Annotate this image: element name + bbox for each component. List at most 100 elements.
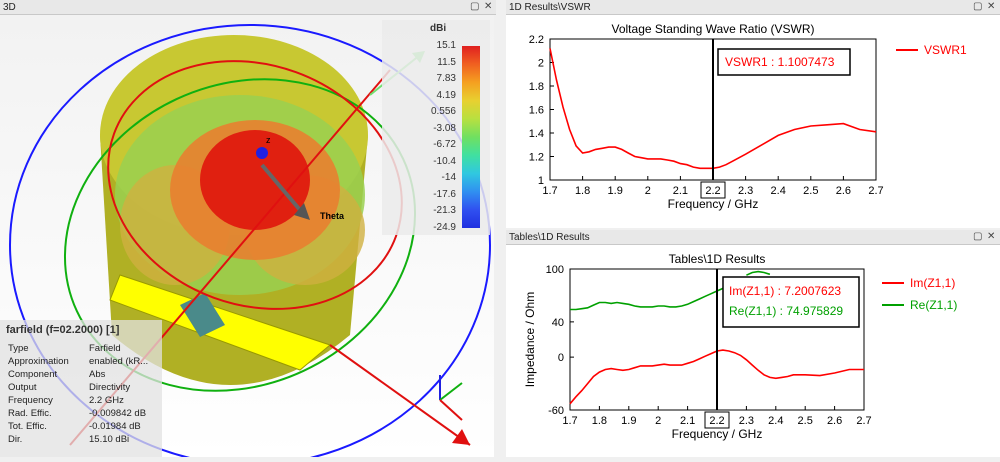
info-value: -0.009842 dB [89, 408, 147, 419]
tables-maximize-icon[interactable]: ▢ [973, 231, 983, 242]
x-tick-label: 1.8 [575, 185, 590, 197]
info-label: Dir. [8, 434, 23, 445]
x-tick-label: 2.6 [827, 415, 842, 427]
info-label: Output [8, 382, 37, 393]
chart-title: Voltage Standing Wave Ratio (VSWR) [612, 22, 815, 36]
marker-x-box [704, 411, 730, 429]
info-value: 2.2 GHz [89, 395, 124, 406]
y-tick-label: -60 [548, 405, 564, 417]
y-tick-label: 1.2 [529, 152, 544, 164]
legend-tick-label: 15.1 [436, 40, 456, 51]
maximize-icon[interactable]: ▢ [470, 1, 480, 12]
y-axis-label: Impedance / Ohm [523, 292, 537, 387]
chart-title: Tables\1D Results [669, 252, 766, 266]
triad-x [439, 399, 463, 421]
marker-readout-box [722, 276, 860, 328]
marker-readout-1: Re(Z1,1) : 74.975829 [729, 304, 843, 318]
legend-tick-label: -3.08 [433, 122, 456, 134]
x-tick-label: 2.2 [705, 185, 720, 197]
panel-3d-title: 3D [3, 2, 16, 13]
info-value: Abs [89, 369, 106, 380]
farfield-info-box: farfield (f=02.2000) [1] Type Farfield App… [0, 320, 162, 457]
x-tick-label: 2.4 [768, 415, 783, 427]
vswr-chart-svg: Voltage Standing Wave Ratio (VSWR) 1.7 1.8… [529, 22, 967, 211]
vswr-close-icon[interactable]: ✕ [987, 1, 996, 12]
y-tick-label: 1.8 [529, 81, 544, 93]
x-tick-label: 2 [645, 185, 651, 197]
legend-tick-label: 7.83 [436, 73, 456, 84]
info-label: Component [8, 369, 58, 380]
triad-y [439, 382, 463, 401]
x-tick-label: 2.4 [771, 185, 786, 197]
x-axis-line [329, 344, 471, 446]
x-axis-label: Frequency / GHz [668, 197, 759, 211]
y-tick-label: 0 [558, 352, 564, 364]
x-tick-label: 2.1 [680, 415, 695, 427]
x-tick-label: 1.7 [562, 415, 577, 427]
x-tick-label: 2.3 [738, 185, 753, 197]
panel-vswr-titlebar: 1D Results\VSWR [506, 0, 1000, 15]
marker-readout-box [717, 48, 851, 76]
x-tick-label: 2.6 [836, 185, 851, 197]
x-tick-label: 2.7 [868, 185, 883, 197]
impedance-chart[interactable]: Tables\1D Results 1.7 1.8 1.9 2 2.1 2.2 2.3 2.4 2… [506, 245, 1000, 457]
legend-unit: dBi [430, 23, 447, 34]
farfield-3d-viewport[interactable]: z Theta dBi 15.1 11.5 7.83 4.19 0.556 -3.08 -6… [0, 15, 494, 457]
legend-tick-label: 4.19 [436, 89, 456, 101]
pattern-lobe-main [200, 130, 310, 230]
color-scale-legend: dBi 15.1 11.5 7.83 4.19 0.556 -3.08 -6.72 -10.4… [382, 20, 490, 235]
legend-label: Im(Z1,1) [910, 276, 955, 290]
theta-arrow-head [294, 203, 310, 220]
x-tick-label: 2.3 [739, 415, 754, 427]
z-axis-label: z [266, 135, 271, 145]
panel-vswr-title: 1D Results\VSWR [509, 2, 591, 13]
legend-tick-label: -14 [441, 172, 456, 183]
tables-close-icon[interactable]: ✕ [987, 231, 996, 242]
info-value: enabled (kR... [89, 356, 149, 367]
legend-tick-label: -24.9 [433, 221, 456, 233]
info-title: farfield (f=02.2000) [1] [6, 324, 120, 336]
series-line-2 [746, 270, 771, 276]
x-tick-label: 2.5 [803, 185, 818, 197]
x-tick-label: 2 [655, 415, 661, 427]
x-tick-label: 1.8 [592, 415, 607, 427]
vswr-chart[interactable]: Voltage Standing Wave Ratio (VSWR) 1.7 1.8… [506, 15, 1000, 228]
y-tick-label: 1 [538, 175, 544, 187]
info-value: -0.01984 dB [89, 421, 141, 432]
z-axis-origin [256, 147, 268, 159]
info-value: Farfield [89, 343, 121, 354]
info-label: Frequency [8, 395, 53, 406]
marker-readout-vswr: VSWR1 : 1.1007473 [725, 55, 835, 69]
panel-tables-title: Tables\1D Results [509, 232, 590, 243]
panel-3d-titlebar: 3D [0, 0, 496, 15]
beam-circle [107, 60, 403, 310]
marker-readout-0: Im(Z1,1) : 7.2007623 [729, 284, 841, 298]
legend-tick-label: -21.3 [433, 205, 456, 216]
x-tick-label: 2.1 [673, 185, 688, 197]
farfield-3d-scene: z Theta [9, 24, 491, 457]
legend-color-bar [462, 46, 480, 228]
y-tick-label: 40 [552, 317, 564, 329]
x-tick-label: 1.9 [608, 185, 623, 197]
x-axis-arrow [452, 429, 470, 445]
panel-tables-titlebar: Tables\1D Results [506, 230, 1000, 245]
x-tick-label: 2.2 [709, 415, 724, 427]
close-icon[interactable]: ✕ [484, 1, 493, 12]
legend-tick-label: -17.6 [433, 188, 456, 200]
legend-label: Re(Z1,1) [910, 298, 957, 312]
theta-circle [9, 24, 491, 457]
x-tick-label: 1.7 [542, 185, 557, 197]
theta-label: Theta [320, 211, 345, 221]
legend-tick-label: -10.4 [433, 155, 456, 167]
legend-tick-label: 0.556 [430, 106, 456, 117]
info-value: Directivity [89, 382, 131, 393]
vswr-maximize-icon[interactable]: ▢ [973, 1, 983, 12]
y-tick-label: 1.4 [529, 128, 544, 140]
x-axis-label: Frequency / GHz [672, 427, 763, 441]
y-tick-label: 100 [546, 264, 564, 276]
marker-x-box [700, 181, 726, 199]
legend-tick-label: 11.5 [437, 56, 456, 68]
series-line-0 [569, 349, 864, 405]
series-line-0 [549, 48, 877, 170]
x-tick-label: 2.7 [856, 415, 871, 427]
